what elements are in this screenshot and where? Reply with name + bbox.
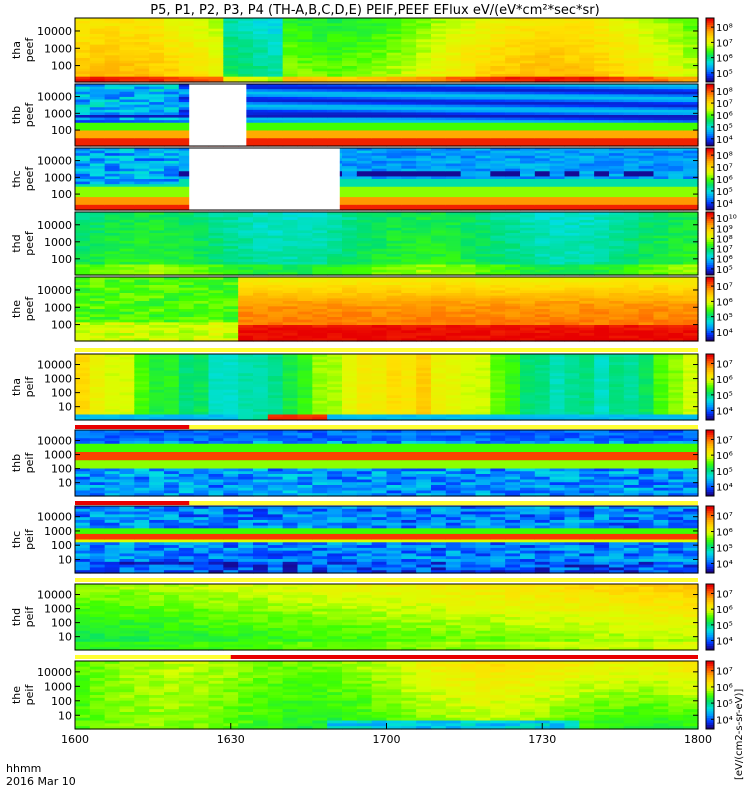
y-tick-label: 100 bbox=[51, 253, 72, 266]
panel-label: tha bbox=[10, 41, 23, 59]
panel-label: thb bbox=[10, 106, 23, 124]
figure-title: P5, P1, P2, P3, P4 (TH-A,B,C,D,E) PEIF,P… bbox=[150, 3, 599, 18]
colorbar-tick-label: 10⁸ bbox=[716, 151, 733, 162]
y-tick-label: 1000 bbox=[44, 236, 72, 249]
colorbar-tick-label: 10⁵ bbox=[716, 69, 733, 80]
data-gap bbox=[189, 148, 340, 210]
colorbar-tick-label: 10⁵ bbox=[716, 265, 733, 276]
panel-label: thd bbox=[10, 234, 23, 252]
colorbar-tick-label: 10⁵ bbox=[716, 123, 733, 134]
panel-label: peef bbox=[23, 37, 36, 63]
colorbar-tick-label: 10⁶ bbox=[716, 255, 733, 266]
colorbar-tick-label: 10¹⁰ bbox=[716, 214, 737, 225]
colorbar-tick-label: 10⁶ bbox=[716, 111, 733, 122]
y-tick-label: 100 bbox=[51, 60, 72, 73]
panel-label: peef bbox=[23, 102, 36, 128]
y-tick-label: 10000 bbox=[37, 91, 72, 104]
y-tick-label: 100 bbox=[51, 124, 72, 137]
panel-label: peef bbox=[23, 230, 36, 256]
y-tick-label: 10000 bbox=[37, 219, 72, 232]
colorbar-tick-label: 10⁶ bbox=[716, 54, 733, 65]
data-gap bbox=[189, 84, 246, 146]
y-tick-label: 10000 bbox=[37, 25, 72, 38]
colorbar-tha_peef: 10⁵ 10⁶ 10⁷ 10⁸ bbox=[706, 18, 733, 83]
colorbar-tick-label: 10⁹ bbox=[716, 224, 733, 235]
colorbar-tick-label: 10⁴ bbox=[716, 135, 733, 146]
colorbar-tick-label: 10⁷ bbox=[716, 99, 733, 110]
colorbar-tick-label: 10⁵ bbox=[716, 187, 733, 198]
panel-label: thc bbox=[10, 170, 23, 187]
colorbar-tick-label: 10⁸ bbox=[716, 87, 733, 98]
panel-label: peef bbox=[23, 166, 36, 192]
y-tick-label: 100 bbox=[51, 188, 72, 201]
colorbar-tick-label: 10⁸ bbox=[716, 234, 733, 245]
colorbar-tick-label: 10⁷ bbox=[716, 163, 733, 174]
colorbar-tick-label: 10⁷ bbox=[716, 38, 733, 49]
colorbar-tick-label: 10⁷ bbox=[716, 245, 733, 256]
colorbar-tick-label: 10⁸ bbox=[716, 23, 733, 34]
colorbar-tick-label: 10⁴ bbox=[716, 199, 733, 210]
colorbar-tick-label: 10⁶ bbox=[716, 175, 733, 186]
y-tick-label: 1000 bbox=[44, 171, 72, 184]
y-tick-label: 1000 bbox=[44, 42, 72, 55]
y-tick-label: 1000 bbox=[44, 107, 72, 120]
y-tick-label: 10000 bbox=[37, 155, 72, 168]
